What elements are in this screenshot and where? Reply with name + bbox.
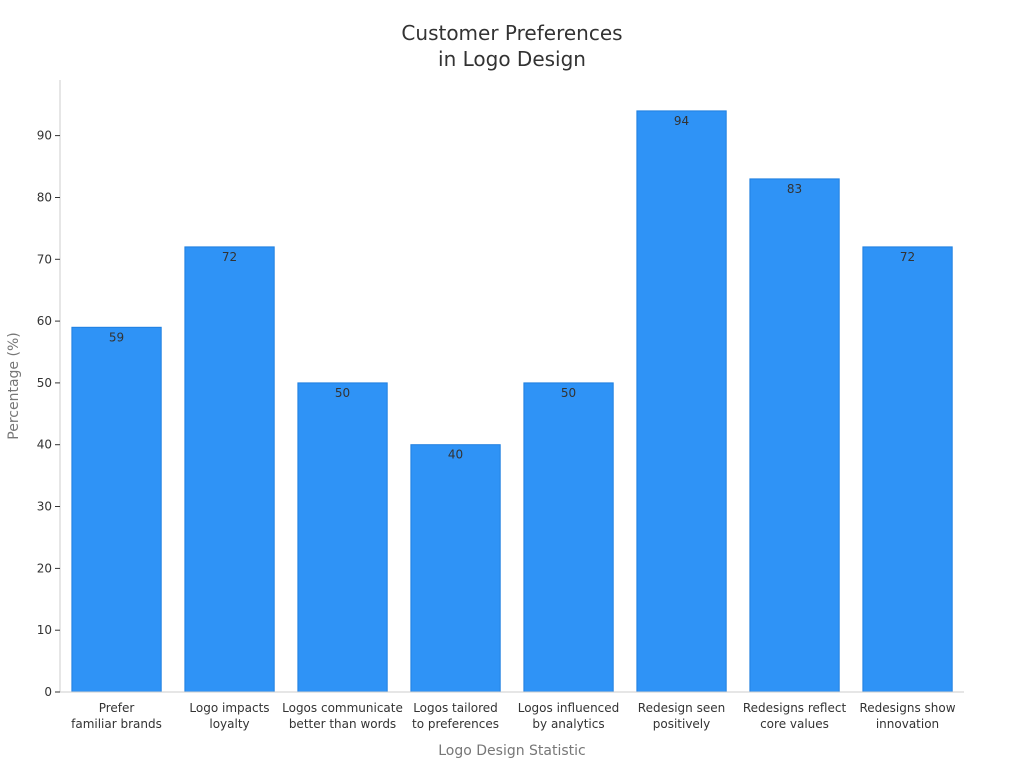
bar-3 xyxy=(410,444,501,693)
category-label-5-line-2: positively xyxy=(653,717,711,731)
bar-value-label-1: 72 xyxy=(222,250,237,264)
category-label-4-line-1: Logos influenced xyxy=(518,701,620,715)
y-tick-label-8: 80 xyxy=(37,191,52,205)
bar-value-label-6: 83 xyxy=(787,182,802,196)
bar-value-label-7: 72 xyxy=(900,250,915,264)
bar-value-label-5: 94 xyxy=(674,114,689,128)
category-label-1-line-2: loyalty xyxy=(209,717,249,731)
y-tick-label-2: 20 xyxy=(37,561,52,575)
y-tick-label-7: 70 xyxy=(37,252,52,266)
y-tick-label-5: 50 xyxy=(37,376,52,390)
category-label-6-line-2: core values xyxy=(760,717,829,731)
category-label-5-line-1: Redesign seen xyxy=(638,701,725,715)
y-tick-label-4: 40 xyxy=(37,438,52,452)
category-label-7-line-1: Redesigns show xyxy=(859,701,955,715)
category-label-1-line-1: Logo impacts xyxy=(189,701,269,715)
y-tick-label-6: 60 xyxy=(37,314,52,328)
bar-value-label-2: 50 xyxy=(335,386,350,400)
y-tick-label-0: 0 xyxy=(44,685,52,699)
chart-title-line-1: Customer Preferences xyxy=(401,21,622,45)
category-label-0-line-1: Prefer xyxy=(99,701,135,715)
category-label-2-line-1: Logos communicate xyxy=(282,701,403,715)
y-tick-label-3: 30 xyxy=(37,500,52,514)
category-label-4-line-2: by analytics xyxy=(532,717,604,731)
bar-labels-group: 59 72 50 40 50 94 83 72 xyxy=(109,114,915,462)
category-label-6-line-1: Redesigns reflect xyxy=(743,701,847,715)
category-label-0-line-2: familiar brands xyxy=(71,717,162,731)
x-labels-group: Prefer familiar brands Logo impacts loyalty… xyxy=(71,701,956,731)
chart-title-line-2: in Logo Design xyxy=(438,47,586,71)
y-tick-label-9: 90 xyxy=(37,129,52,143)
bars-group xyxy=(71,110,953,693)
category-label-3-line-2: to preferences xyxy=(412,717,499,731)
bar-2 xyxy=(297,382,388,693)
y-ticks-group: 0 10 20 30 40 50 60 70 80 90 xyxy=(37,129,60,699)
category-label-7-line-2: innovation xyxy=(876,717,939,731)
bar-5 xyxy=(636,110,727,693)
bar-value-label-3: 40 xyxy=(448,448,463,462)
bar-value-label-4: 50 xyxy=(561,386,576,400)
bar-6 xyxy=(749,178,840,693)
bar-1 xyxy=(184,246,275,693)
bar-7 xyxy=(862,246,953,693)
y-tick-label-1: 10 xyxy=(37,623,52,637)
bar-4 xyxy=(523,382,614,693)
category-label-2-line-2: better than words xyxy=(289,717,396,731)
category-label-3-line-1: Logos tailored xyxy=(413,701,498,715)
y-axis-title: Percentage (%) xyxy=(6,332,22,439)
bar-value-label-0: 59 xyxy=(109,330,124,344)
x-axis-title: Logo Design Statistic xyxy=(438,743,586,759)
bar-0 xyxy=(71,326,162,693)
